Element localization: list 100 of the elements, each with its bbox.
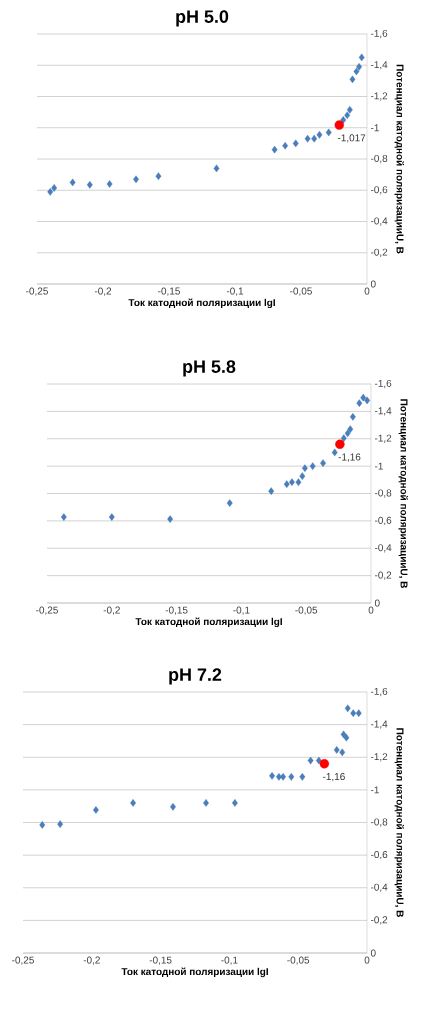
x-tick-label: -0,05 bbox=[290, 287, 312, 296]
y-tick-label: 0 bbox=[370, 280, 376, 288]
chart-title: pH 7.2 bbox=[169, 668, 222, 685]
y-tick-label: -1,4 bbox=[370, 61, 388, 70]
x-tick-label: -0,1 bbox=[226, 287, 244, 296]
point bbox=[335, 439, 345, 449]
chart-title: pH 5.0 bbox=[176, 10, 229, 27]
y-tick-label: -0,8 bbox=[370, 818, 388, 827]
point bbox=[334, 120, 344, 130]
point bbox=[268, 487, 275, 495]
point bbox=[339, 748, 346, 757]
y-tick-label: -1,6 bbox=[370, 687, 388, 697]
point bbox=[299, 773, 306, 781]
point bbox=[47, 188, 54, 196]
y-tick-label: -0,6 bbox=[370, 186, 388, 195]
x-axis-title: Ток катодной поляризации lgI bbox=[128, 298, 275, 309]
point bbox=[319, 759, 330, 769]
point bbox=[331, 448, 338, 457]
y-tick-label: -0,4 bbox=[370, 217, 388, 226]
point bbox=[271, 145, 278, 154]
point bbox=[340, 434, 347, 443]
x-tick-label: -0,15 bbox=[158, 287, 180, 296]
point bbox=[311, 134, 318, 143]
point bbox=[320, 459, 326, 467]
y-tick-label: -1,6 bbox=[370, 29, 388, 39]
x-tick-label: -0,1 bbox=[221, 956, 238, 965]
point bbox=[170, 803, 176, 811]
x-tick-label: 0 bbox=[364, 287, 370, 295]
y-tick-label: -1 bbox=[370, 786, 379, 794]
point bbox=[232, 799, 238, 807]
y-tick-label: -0,4 bbox=[374, 544, 392, 553]
y-tick-label: -1 bbox=[370, 124, 379, 132]
point bbox=[316, 130, 323, 139]
point bbox=[93, 806, 99, 814]
point bbox=[307, 756, 314, 765]
y-tick-label: 0 bbox=[374, 599, 380, 607]
x-tick-label: -0,2 bbox=[103, 606, 120, 615]
point bbox=[167, 515, 174, 523]
point bbox=[358, 53, 365, 62]
y-tick-label: -0,8 bbox=[374, 489, 392, 498]
point bbox=[299, 472, 306, 480]
point bbox=[57, 820, 64, 828]
point bbox=[60, 513, 67, 521]
point bbox=[364, 396, 371, 405]
y-tick-label: -1,4 bbox=[374, 407, 392, 416]
y-tick-label: -0,2 bbox=[370, 916, 388, 925]
y-tick-label: -0,2 bbox=[370, 248, 388, 257]
point bbox=[155, 172, 162, 180]
point bbox=[325, 128, 332, 137]
point bbox=[356, 63, 362, 71]
x-tick-label: -0,25 bbox=[26, 287, 48, 296]
annotation: -1,017 bbox=[337, 134, 366, 143]
point bbox=[269, 772, 275, 780]
y-tick-label: -0,8 bbox=[370, 154, 388, 164]
point bbox=[355, 709, 362, 718]
x-tick-label: -0,25 bbox=[36, 606, 58, 615]
point bbox=[130, 799, 136, 807]
y-tick-label: -0,6 bbox=[374, 516, 392, 526]
point bbox=[280, 773, 286, 781]
point bbox=[289, 478, 295, 486]
point bbox=[288, 773, 295, 781]
point bbox=[356, 399, 363, 407]
point bbox=[86, 180, 93, 189]
y-tick-label: -1,2 bbox=[370, 753, 388, 762]
y-tick-label: -0,6 bbox=[370, 851, 388, 860]
point bbox=[39, 821, 46, 829]
point bbox=[203, 799, 209, 807]
y-tick-label: -1,2 bbox=[374, 434, 392, 443]
point bbox=[346, 105, 353, 114]
x-tick-label: -0,15 bbox=[149, 956, 172, 965]
point bbox=[333, 746, 340, 754]
x-tick-label: -0,1 bbox=[233, 606, 250, 615]
point bbox=[226, 499, 233, 507]
point bbox=[349, 75, 356, 84]
y-tick-label: -1,4 bbox=[370, 720, 388, 729]
y-tick-label: -1 bbox=[374, 462, 383, 470]
y-tick-label: -1,2 bbox=[370, 92, 388, 101]
point bbox=[347, 425, 354, 433]
point bbox=[283, 480, 290, 488]
point bbox=[213, 164, 220, 173]
y-axis-title: Потенциал катодной поляризацииU, В bbox=[394, 728, 405, 917]
point bbox=[309, 462, 316, 470]
x-tick-label: -0,25 bbox=[12, 956, 34, 965]
x-tick-label: -0,2 bbox=[94, 287, 112, 296]
y-tick-label: -0,2 bbox=[374, 571, 392, 580]
x-tick-label: -0,15 bbox=[165, 606, 188, 615]
point bbox=[349, 413, 356, 421]
point bbox=[282, 141, 289, 150]
y-axis-title: Потенциал катодной поляризацииU, В bbox=[398, 399, 409, 588]
point bbox=[350, 709, 357, 718]
point bbox=[106, 180, 113, 188]
point bbox=[108, 513, 115, 521]
x-tick-label: -0,05 bbox=[287, 956, 310, 965]
annotation: -1,16 bbox=[338, 453, 361, 462]
point bbox=[302, 464, 308, 472]
y-tick-label: -0,4 bbox=[370, 883, 388, 892]
point bbox=[69, 178, 76, 187]
x-axis-title: Ток катодной поляризации lgI bbox=[121, 967, 268, 978]
x-tick-label: -0,2 bbox=[83, 956, 100, 965]
point bbox=[343, 733, 350, 742]
